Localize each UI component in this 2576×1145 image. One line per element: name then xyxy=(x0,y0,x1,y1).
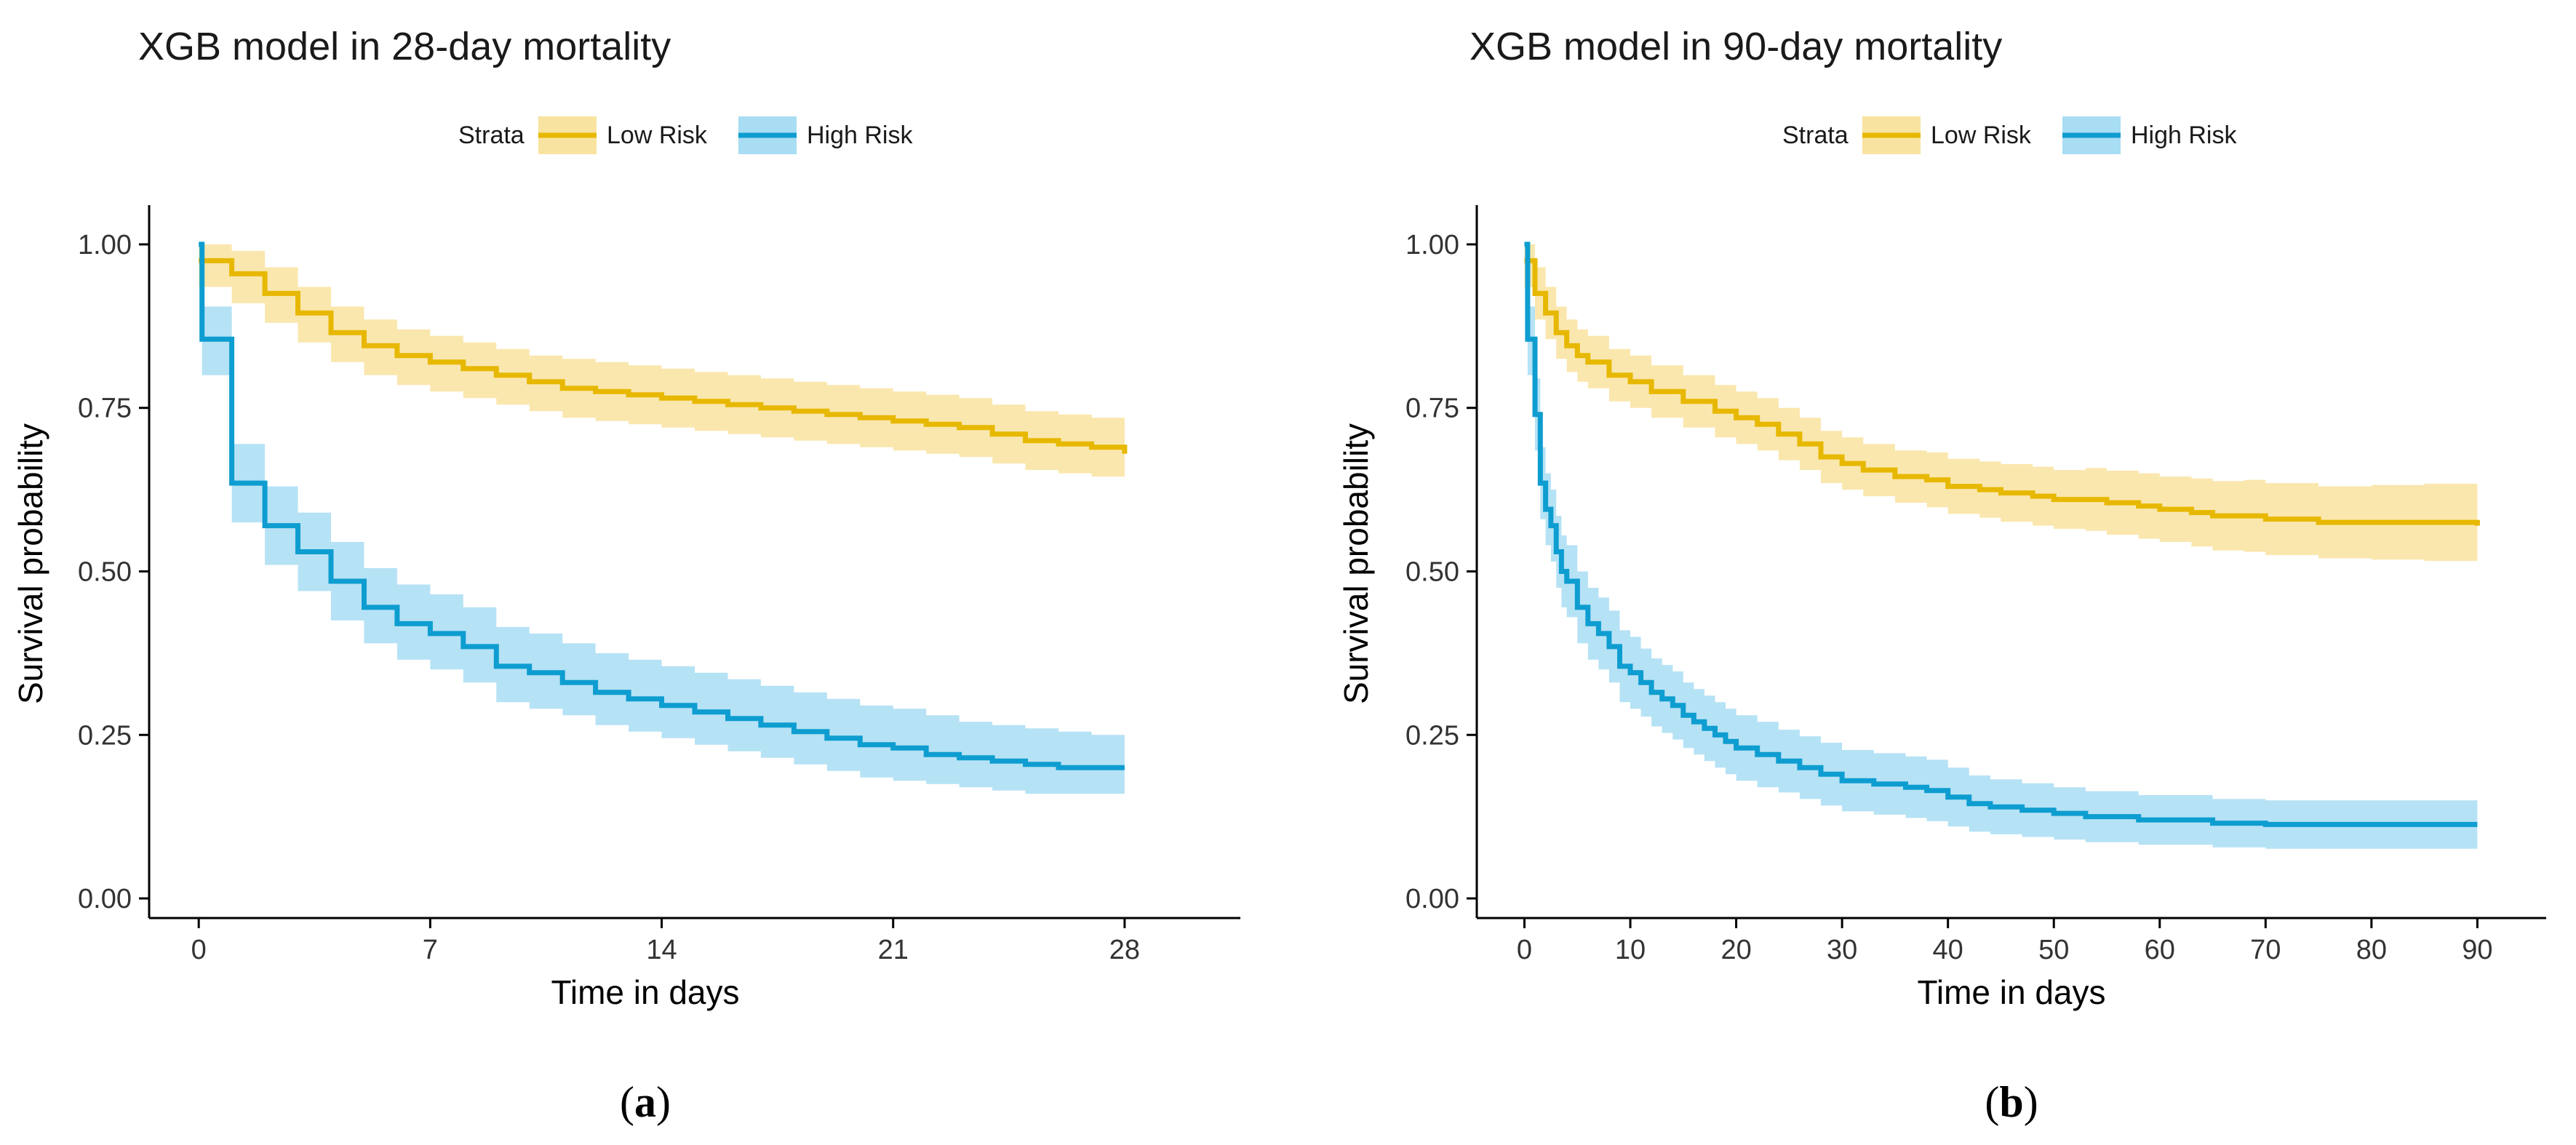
panel-a-legend-title: Strata xyxy=(458,121,525,149)
panel-b-label: (b) xyxy=(1985,1078,2038,1126)
panel-b-x-tick-label: 50 xyxy=(2038,935,2069,965)
panel-a-plot-area xyxy=(199,242,1128,794)
panel-b-y-axis-title: Survival probability xyxy=(1337,423,1375,704)
panel-a-high-risk-confidence-band xyxy=(199,244,1125,794)
panel-a-low-risk-survival-curve xyxy=(199,258,1128,454)
panel-b-legend-low-risk-label: Low Risk xyxy=(1931,121,2032,149)
panel-b-x-tick-label: 30 xyxy=(1827,935,1857,965)
panel-a-axes: 0.00 0.25 0.50 0.75 1.00 0 7 14 21 28 xyxy=(78,205,1240,965)
panel-a-x-tick-label: 28 xyxy=(1109,935,1140,965)
panel-b-x-tick-label: 20 xyxy=(1720,935,1751,965)
panel-b-low-risk-survival-curve xyxy=(1524,258,2480,526)
panel-b-x-tick-label: 90 xyxy=(2462,935,2492,965)
panel-b-x-tick-label: 10 xyxy=(1615,935,1646,965)
panel-a-y-tick-label: 0.00 xyxy=(78,884,132,914)
panel-b-x-tick-label: 40 xyxy=(1933,935,1963,965)
panel-b-x-axis-title: Time in days xyxy=(1917,973,2105,1011)
panel-b-low-risk-confidence-band xyxy=(1524,244,2478,564)
panel-a-y-axis-title: Survival probability xyxy=(12,423,49,704)
panel-a-legend: Strata Low Risk High Risk xyxy=(458,116,913,154)
panel-a-high-risk-survival-curve xyxy=(199,242,1125,770)
panel-a: XGB model in 28-day mortality Strata Low… xyxy=(12,25,1240,1126)
panel-b-y-tick-label: 0.50 xyxy=(1405,556,1459,587)
panel-a-x-axis-title: Time in days xyxy=(551,973,739,1011)
panel-a-label: (a) xyxy=(620,1078,671,1126)
panel-a-title: XGB model in 28-day mortality xyxy=(138,25,671,68)
panel-a-y-tick-label: 1.00 xyxy=(78,230,132,260)
panel-b-legend: Strata Low Risk High Risk xyxy=(1782,116,2237,154)
panel-b-x-tick-label: 70 xyxy=(2250,935,2281,965)
panel-a-x-tick-label: 0 xyxy=(191,935,207,965)
panel-b-legend-title: Strata xyxy=(1782,121,1849,149)
panel-b-y-tick-label: 1.00 xyxy=(1405,230,1459,260)
panel-b-y-tick-label: 0.75 xyxy=(1405,394,1459,424)
panel-a-low-risk-confidence-band xyxy=(199,244,1125,484)
panel-b-axes: 0.00 0.25 0.50 0.75 1.00 0 10 20 30 40 50 60 70 80 90 xyxy=(1405,205,2546,965)
panel-b-y-tick-label: 0.25 xyxy=(1405,720,1459,751)
panel-a-x-tick-label: 14 xyxy=(646,935,677,965)
panel-a-y-tick-label: 0.50 xyxy=(78,556,132,587)
panel-b: XGB model in 90-day mortality Strata Low… xyxy=(1337,25,2546,1126)
panel-a-y-tick-label: 0.25 xyxy=(78,720,132,751)
panel-b-legend-high-risk-label: High Risk xyxy=(2131,121,2237,149)
panel-b-title: XGB model in 90-day mortality xyxy=(1470,25,2002,68)
panel-a-legend-high-risk-label: High Risk xyxy=(807,121,913,149)
panel-b-high-risk-survival-curve xyxy=(1524,242,2478,827)
panel-b-x-tick-label: 80 xyxy=(2356,935,2387,965)
panel-b-x-tick-label: 60 xyxy=(2145,935,2175,965)
panel-a-y-tick-label: 0.75 xyxy=(78,394,132,424)
panel-b-plot-area xyxy=(1524,242,2480,849)
panel-a-x-tick-label: 21 xyxy=(878,935,909,965)
panel-b-x-tick-label: 0 xyxy=(1517,935,1532,965)
panel-a-x-tick-label: 7 xyxy=(423,935,438,965)
panel-b-y-tick-label: 0.00 xyxy=(1405,884,1459,914)
panel-a-legend-low-risk-label: Low Risk xyxy=(607,121,708,149)
